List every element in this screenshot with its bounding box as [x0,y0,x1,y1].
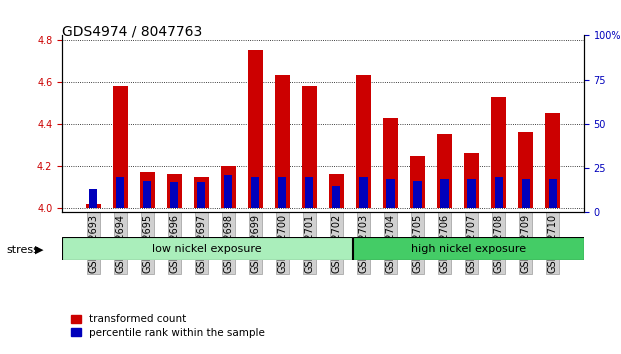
Bar [548,179,556,208]
Bar [468,179,476,208]
Text: stress: stress [6,245,39,255]
Bar [410,155,425,208]
Bar [116,177,124,208]
Bar [491,97,506,208]
Bar [383,118,398,208]
Legend: transformed count, percentile rank within the sample: transformed count, percentile rank withi… [67,310,270,342]
Bar [89,189,97,208]
Bar [252,177,260,208]
Bar [302,86,317,208]
Bar [356,75,371,208]
Bar [437,135,452,208]
Bar [275,75,290,208]
Bar [522,179,530,208]
Bar [221,166,236,208]
Bar [518,132,533,208]
Bar [440,179,448,208]
Text: GDS4974 / 8047763: GDS4974 / 8047763 [62,25,202,39]
Bar [464,153,479,208]
Bar [386,179,394,208]
Bar [194,177,209,208]
Bar [332,186,340,208]
Bar [197,182,206,208]
Bar [494,177,502,208]
Text: low nickel exposure: low nickel exposure [152,244,262,254]
Bar [414,181,422,208]
Bar [167,175,182,208]
Bar [113,86,128,208]
Text: ▶: ▶ [35,245,43,255]
Bar [170,182,178,208]
Bar [62,237,352,260]
Bar [86,204,101,208]
Bar [353,237,584,260]
Text: high nickel exposure: high nickel exposure [411,244,526,254]
Bar [143,181,152,208]
Bar [360,177,368,208]
Bar [248,50,263,208]
Bar [140,172,155,208]
Bar [224,175,232,208]
Bar [545,113,560,208]
Bar [329,175,344,208]
Bar [306,177,314,208]
Bar [278,177,286,208]
